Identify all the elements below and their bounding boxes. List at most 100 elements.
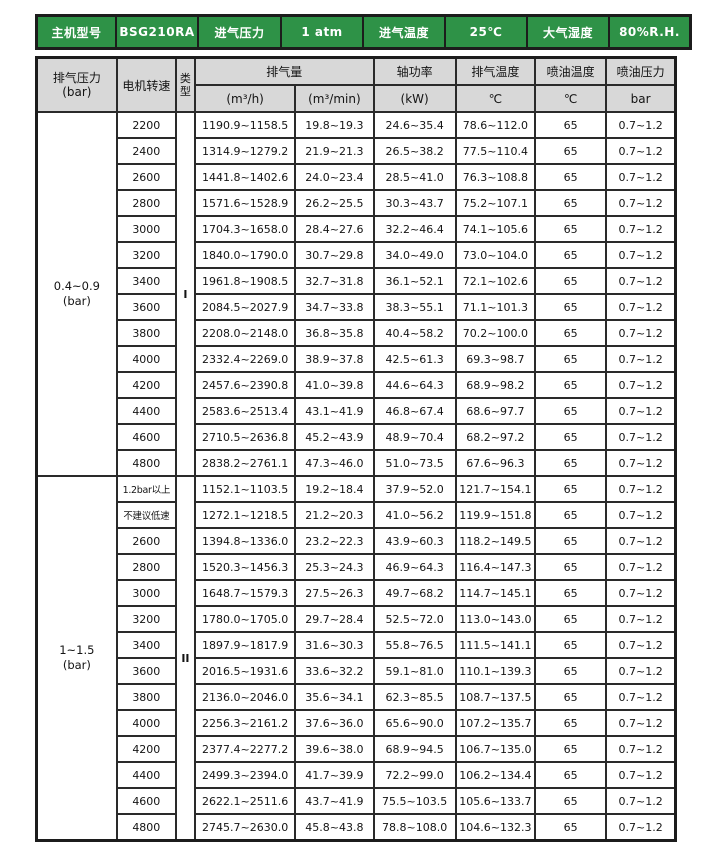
flow-m3min-cell: 41.7~39.9 [294,761,375,789]
discharge-temp-cell: 72.1~102.6 [454,267,536,295]
table-row: 3400 1961.8~1908.5 32.7~31.8 36.1~52.1 72.1~… [37,267,677,295]
discharge-temp-cell: 68.6~97.7 [454,397,536,425]
oil-pressure-cell: 0.7~1.2 [605,293,677,321]
table-row: 4200 2377.4~2277.2 39.6~38.0 68.9~94.5 106.7… [37,735,677,763]
flow-m3min-cell: 30.7~29.8 [294,241,375,269]
table-row: 4200 2457.6~2390.8 41.0~39.8 44.6~64.3 68.9~… [37,371,677,399]
shaft-power-cell: 78.8~108.0 [372,813,457,842]
table-row: 3000 1648.7~1579.3 27.5~26.3 49.7~68.2 114.7… [37,579,677,607]
flow-m3min-cell: 39.6~38.0 [294,735,375,763]
discharge-temp-cell: 119.9~151.8 [454,501,536,529]
shaft-power-cell: 75.5~103.5 [372,787,457,815]
table-row: 3000 1704.3~1658.0 28.4~27.6 32.2~46.4 74.1~… [37,215,677,243]
discharge-temp-cell: 104.6~132.3 [454,813,536,842]
oil-temp-cell: 65 [533,553,608,581]
flow-m3min-cell: 43.7~41.9 [294,787,375,815]
table-row: 3200 1840.0~1790.0 30.7~29.8 34.0~49.0 73.0~… [37,241,677,269]
shaft-power-unit: (kW) [372,84,457,113]
oil-pressure-cell: 0.7~1.2 [605,735,677,763]
table-row: 2600 1441.8~1402.6 24.0~23.4 28.5~41.0 76.3~… [37,163,677,191]
oil-pressure-cell: 0.7~1.2 [605,501,677,529]
flow-m3h-cell: 2208.0~2148.0 [193,319,297,347]
shaft-power-cell: 44.6~64.3 [372,371,457,399]
shaft-power-cell: 46.8~67.4 [372,397,457,425]
shaft-power-cell: 49.7~68.2 [372,579,457,607]
flow-m3h-cell: 1441.8~1402.6 [193,163,297,191]
motor-speed-cell: 2800 [115,189,177,217]
oil-pressure-cell: 0.7~1.2 [605,215,677,243]
discharge-temp-cell: 70.2~100.0 [454,319,536,347]
flow-m3h-cell: 2084.5~2027.9 [193,293,297,321]
shaft-power-cell: 46.9~64.3 [372,553,457,581]
table-row: 4400 2583.6~2513.4 43.1~41.9 46.8~67.4 68.6~… [37,397,677,425]
motor-speed-cell: 2200 [115,111,177,139]
table-row: 4600 2710.5~2636.8 45.2~43.9 48.9~70.4 68.2~… [37,423,677,451]
ambient-humidity-value: 80%R.H. [608,14,692,50]
oil-temp-cell: 65 [533,579,608,607]
motor-speed-cell: 3000 [115,215,177,243]
pressure-range-text: 0.4~0.9 [53,279,100,293]
header-row-2: (m³/h) (m³/min) (kW) ℃ ℃ bar [37,84,677,113]
oil-pressure-cell: 0.7~1.2 [605,813,677,842]
discharge-pressure-cell: 1~1.5 (bar) [35,475,118,842]
oil-pressure-cell: 0.7~1.2 [605,319,677,347]
oil-pressure-cell: 0.7~1.2 [605,449,677,477]
shaft-power-cell: 48.9~70.4 [372,423,457,451]
inlet-temperature-value: 25℃ [444,14,528,50]
table-row: 4600 2622.1~2511.6 43.7~41.9 75.5~103.5 105.… [37,787,677,815]
flow-m3min-cell: 47.3~46.0 [294,449,375,477]
oil-pressure-cell: 0.7~1.2 [605,267,677,295]
discharge-temp-cell: 108.7~137.5 [454,683,536,711]
oil-temp-cell: 65 [533,137,608,165]
flow-m3min-cell: 33.6~32.2 [294,657,375,685]
flow-m3min-cell: 37.6~36.0 [294,709,375,737]
flow-m3h-cell: 2583.6~2513.4 [193,397,297,425]
type-header-char2: 型 [179,85,191,98]
pressure-unit-text: (bar) [62,658,91,672]
discharge-temp-cell: 106.7~135.0 [454,735,536,763]
discharge-temp-cell: 116.4~147.3 [454,553,536,581]
oil-temp-cell: 65 [533,787,608,815]
flow-m3h-cell: 1520.3~1456.3 [193,553,297,581]
flow-m3h-cell: 2710.5~2636.8 [193,423,297,451]
motor-speed-cell: 3800 [115,683,177,711]
machine-model-label: 主机型号 [35,14,117,50]
discharge-temp-cell: 69.3~98.7 [454,345,536,373]
flow-m3h-cell: 2622.1~2511.6 [193,787,297,815]
motor-speed-cell: 4600 [115,423,177,451]
table-row: 2400 1314.9~1279.2 21.9~21.3 26.5~38.2 77.5~… [37,137,677,165]
shaft-power-cell: 24.6~35.4 [372,111,457,139]
oil-temp-cell: 65 [533,371,608,399]
oil-pressure-cell: 0.7~1.2 [605,475,677,503]
oil-temp-cell: 65 [533,163,608,191]
flow-m3min-cell: 31.6~30.3 [294,631,375,659]
motor-speed-cell: 2600 [115,163,177,191]
flow-m3h-cell: 2256.3~2161.2 [193,709,297,737]
flow-m3h-cell: 1961.8~1908.5 [193,267,297,295]
motor-speed-cell: 4000 [115,345,177,373]
discharge-temp-cell: 114.7~145.1 [454,579,536,607]
discharge-temp-cell: 74.1~105.6 [454,215,536,243]
oil-temp-cell: 65 [533,709,608,737]
motor-speed-cell: 3200 [115,605,177,633]
discharge-temp-cell: 77.5~110.4 [454,137,536,165]
flow-m3min-cell: 36.8~35.8 [294,319,375,347]
oil-pressure-cell: 0.7~1.2 [605,657,677,685]
inlet-pressure-value: 1 atm [280,14,364,50]
oil-temp-cell: 65 [533,267,608,295]
oil-temp-cell: 65 [533,813,608,842]
table-row: 3800 2208.0~2148.0 36.8~35.8 40.4~58.2 70.2~… [37,319,677,347]
motor-speed-cell: 4400 [115,397,177,425]
machine-model-value: BSG210RA [115,14,199,50]
header-row-1: 排气压力 (bar) 电机转速 类 型 排气量 轴功率 排气温度 喷油温度 喷油… [35,56,677,113]
oil-pressure-cell: 0.7~1.2 [605,111,677,139]
type-cell: II [174,475,196,842]
flow-m3min-cell: 25.3~24.3 [294,553,375,581]
motor-speed-cell: 4600 [115,787,177,815]
table-row: 4400 2499.3~2394.0 41.7~39.9 72.2~99.0 106.2… [37,761,677,789]
table-row: 2600 1394.8~1336.0 23.2~22.3 43.9~60.3 118.2… [37,527,677,555]
oil-pressure-cell: 0.7~1.2 [605,345,677,373]
oil-temp-cell: 65 [533,527,608,555]
oil-temp-cell: 65 [533,241,608,269]
